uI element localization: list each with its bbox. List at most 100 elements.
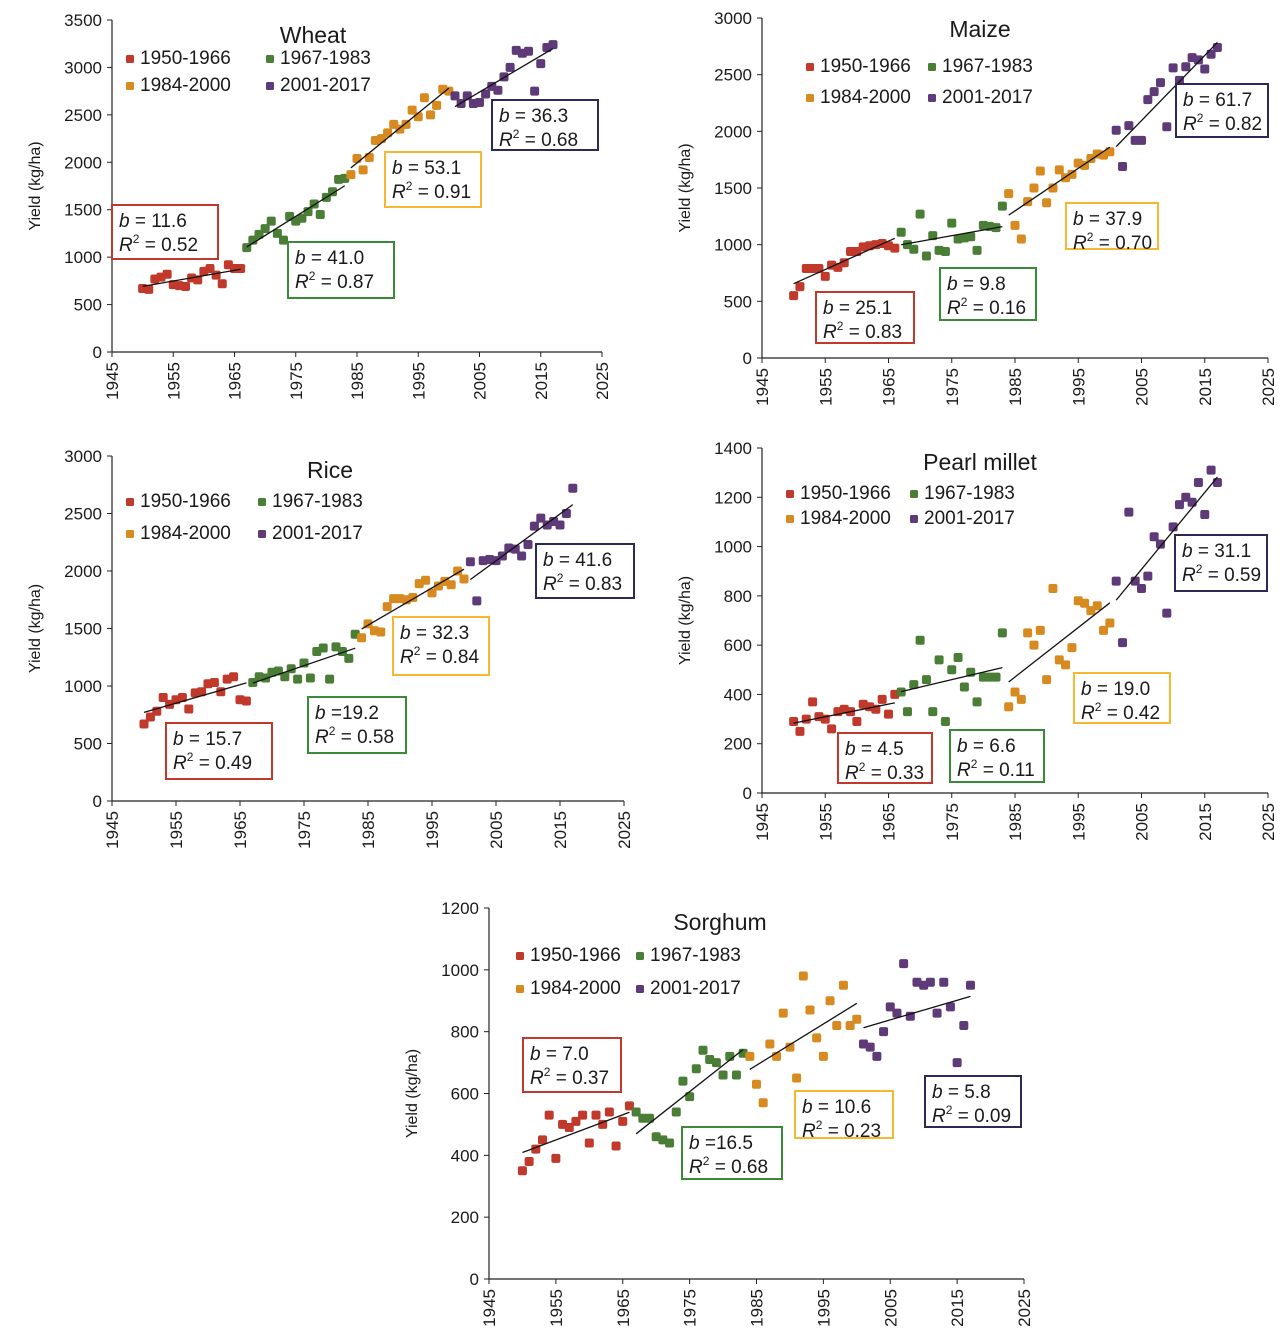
data-point [945,1002,955,1012]
x-tick-label: 1955 [167,811,186,849]
legend-marker [516,952,524,960]
data-point [940,717,950,727]
slope-symbol: b [1183,90,1194,111]
annotation-box: b = 61.7R2 = 0.82 [1175,83,1269,138]
x-tick-label: 2005 [471,362,490,400]
slope-value: 9.8 [979,274,1005,295]
annotation-slope: b =19.2 [315,703,379,724]
annotation-slope: b = 9.8 [947,274,1006,295]
annotation-r2: R2 = 0.87 [295,269,374,293]
r2-superscript: 2 [837,319,844,333]
data-point [631,1107,641,1117]
data-point [896,687,906,697]
data-point [1181,62,1191,72]
y-tick-label: 1000 [714,538,752,557]
data-point [892,1008,902,1018]
r2-superscript: 2 [1197,111,1204,125]
r2-superscript: 2 [946,1103,953,1117]
y-tick-label: 2500 [714,66,752,85]
data-point [928,707,938,717]
y-tick-label: 2000 [64,562,102,581]
data-point [921,251,931,261]
data-point [827,724,837,734]
x-tick-label: 1985 [1006,803,1025,841]
annotation-r2: R2 = 0.16 [947,295,1026,319]
r2-superscript: 2 [1087,230,1094,244]
annotation-r2: R2 = 0.68 [499,127,578,151]
data-point [1212,42,1222,52]
legend-label: 1950-1966 [800,483,891,504]
data-point [1111,576,1121,586]
x-tick-label: 2025 [593,362,612,400]
annotation-frame [1065,202,1159,250]
data-point [305,673,315,683]
data-point [1035,625,1045,635]
data-point [217,279,227,289]
slope-separator: = [968,736,990,757]
slope-value: 37.9 [1105,209,1142,230]
legend-marker [258,530,266,538]
x-tick-label: 1995 [423,811,442,849]
data-point [1155,78,1165,88]
y-tick-label: 500 [74,296,102,315]
y-tick-label: 3000 [64,58,102,77]
data-point [524,46,533,56]
data-point [1061,660,1071,670]
annotation-slope: b = 15.7 [173,729,242,750]
data-point [947,665,957,675]
data-point [718,1070,728,1080]
data-point [671,1107,681,1117]
data-point [177,693,187,702]
data-point [548,40,558,50]
trend-line [1115,41,1218,148]
trend-line [1008,602,1111,683]
data-point [928,231,938,241]
annotation-frame [924,1075,1022,1128]
data-point [346,170,356,180]
data-point [611,1141,621,1151]
x-tick-label: 2015 [532,362,551,400]
data-point [181,282,190,292]
data-point [778,1008,788,1018]
r2-separator: = [977,760,999,781]
slope-symbol: b [530,1044,541,1065]
chart-panel-sorghum: 0 200 400 600 800 1000 1200 1945 1955 1965 1975 198… [404,899,1034,1327]
x-tick-label: 1985 [748,1289,767,1327]
x-tick-label: 1995 [1069,368,1088,406]
x-tick-label: 1945 [753,368,772,406]
y-tick-label: 800 [724,587,752,606]
data-point [997,201,1007,211]
annotation-slope: b = 10.6 [802,1097,871,1118]
x-tick-label: 1965 [231,811,250,849]
annotation-r2: R2 = 0.59 [1182,562,1261,586]
data-point [785,1042,795,1052]
annotation-frame [287,241,395,299]
r2-superscript: 2 [971,757,978,771]
slope-value: 41.6 [575,550,612,571]
data-point [401,119,411,129]
x-tick-label: 2015 [1196,803,1215,841]
annotation-r2: R2 = 0.33 [845,760,924,784]
r2-separator: = [519,130,541,151]
annotation-slope: b = 32.3 [400,623,469,644]
annotation-frame [681,1126,783,1180]
legend-label: 1984-2000 [800,508,891,529]
legend-marker [126,530,134,538]
data-point [184,704,194,714]
data-point [280,672,290,682]
annotation-frame [939,267,1037,321]
r2-superscript: 2 [329,724,336,738]
data-point [1168,63,1178,73]
legend-marker [786,515,794,523]
r2-superscript: 2 [1095,700,1102,714]
data-point [1042,198,1052,208]
data-point [139,719,149,729]
r2-separator: = [335,727,357,748]
data-point [972,245,982,255]
annotation-box: b =19.2R2 = 0.58 [307,696,407,754]
data-point [825,996,835,1006]
data-point [426,110,435,120]
r2-value: 0.49 [215,753,252,774]
annotation-r2: R2 = 0.09 [932,1103,1011,1127]
annotation-r2: R2 = 0.11 [957,757,1035,781]
